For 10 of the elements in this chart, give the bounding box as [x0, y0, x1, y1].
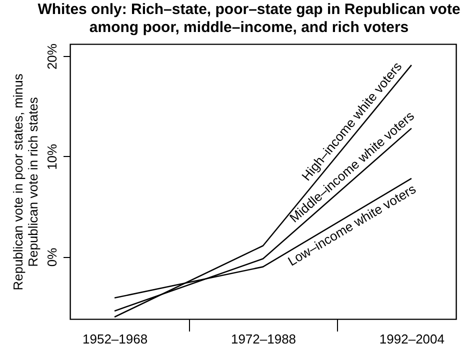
x-tick-label: 1952–1968 — [82, 332, 148, 346]
text: Republican vote in poor states, minus — [10, 74, 26, 290]
y-tick-label: 0% — [44, 247, 60, 267]
y-tick-label: 20% — [44, 43, 60, 70]
text: Whites only: Rich–state, poor–state gap in Republican vote — [38, 1, 460, 18]
y-tick-label: 10% — [44, 143, 60, 170]
text: Republican vote in rich states — [26, 97, 40, 267]
x-tick-label: 1992–2004 — [379, 332, 444, 346]
text: among poor, middle–income, and rich voters — [89, 19, 409, 36]
x-tick-label: 1972–1988 — [230, 332, 296, 346]
